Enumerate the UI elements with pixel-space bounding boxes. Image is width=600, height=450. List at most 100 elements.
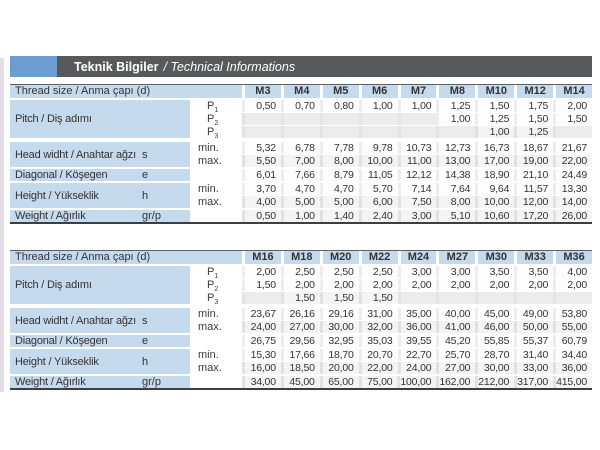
h-max-value-cell: 8,00 <box>436 196 476 208</box>
max-label: max. <box>198 155 222 167</box>
diagonal-symbol: e <box>142 169 149 181</box>
size-header-cell: M7 <box>397 85 437 98</box>
size-header-cell: M10 <box>475 85 515 98</box>
p-symbol-base: P <box>207 113 215 125</box>
weight-value-cell: 2,40 <box>358 210 398 222</box>
p1-value-cell: 1,00 <box>397 100 437 112</box>
p3-value-cell: 1,50 <box>358 292 398 304</box>
diagonal-label-text: Diagonal / Köşegen <box>15 169 108 181</box>
h-max-value-cell: 10,00 <box>475 196 515 208</box>
pitch-label: Pitch / Diş adımı <box>10 100 190 138</box>
section-title-english: / Technical Informations <box>163 59 296 74</box>
weight-value-cell: 5,10 <box>436 210 476 222</box>
h-max-value-cell: 5,00 <box>319 196 359 208</box>
h-max-value-cell: 36,00 <box>553 362 592 374</box>
s-min-value-cell: 35,00 <box>397 308 437 320</box>
size-header-cell: M3 <box>242 85 281 98</box>
s-min-value-cell: 18,67 <box>514 142 554 154</box>
e-value-cell: 55,85 <box>475 335 515 347</box>
p2-value-cell <box>319 113 359 125</box>
height-label: Height / Yükseklik h <box>10 349 190 374</box>
s-max-value-cell: 55,00 <box>553 321 592 333</box>
p1-value-cell: 1,25 <box>436 100 476 112</box>
h-min-value-cell: 22,70 <box>397 349 437 361</box>
weight-value-cell: 65,00 <box>319 376 359 388</box>
thread-size-label: Thread size / Anma çapı (d) <box>10 85 242 98</box>
p2-value-cell <box>280 113 320 125</box>
s-max-value-cell: 11,00 <box>397 155 437 167</box>
section-header: Teknik Bilgiler / Technical Informations <box>57 56 592 77</box>
p-symbol-base: P <box>207 266 215 278</box>
s-max-value-cell: 46,00 <box>475 321 515 333</box>
p1-value-cell: 3,00 <box>436 266 476 278</box>
p1-value-cell: 2,50 <box>280 266 320 278</box>
pitch-label-text: Pitch / Diş adımı <box>15 113 92 125</box>
weight-value-cell: 1,40 <box>319 210 359 222</box>
p-symbol-index: 2 <box>214 286 219 294</box>
h-min-value-cell: 15,30 <box>242 349 281 361</box>
size-header-cell: M33 <box>514 251 554 264</box>
head_width-label-text: Head widht / Anahtar ağzı <box>15 314 136 327</box>
min-label: min. <box>198 183 219 195</box>
weight-label: Weight / Ağırlık gr/p <box>10 376 190 388</box>
weight-group: Weight / Ağırlık gr/p 34,00 45,00 65,00 75,00… <box>10 376 592 390</box>
weight-value-cell: 75,00 <box>358 376 398 388</box>
weight-symbol: gr/p <box>142 376 161 388</box>
head_width-group: Head widht / Anahtar ağzı s min. 5,32 6,78 7,… <box>10 142 592 167</box>
p3-value-cell <box>242 126 281 138</box>
diagonal-label: Diagonal / Köşegen e <box>10 335 190 347</box>
s-min-value-cell: 5,32 <box>242 142 281 154</box>
s-max-value-cell: 22,00 <box>553 155 592 167</box>
s-max-value-cell: 41,00 <box>436 321 476 333</box>
s-max-value-cell: 19,00 <box>514 155 554 167</box>
size-header-cell: M5 <box>319 85 359 98</box>
e-value-cell: 39,55 <box>397 335 437 347</box>
size-header-cell: M27 <box>436 251 476 264</box>
e-value-cell: 45,20 <box>436 335 476 347</box>
p2-value-cell: 2,00 <box>319 279 359 291</box>
pitch-group: Pitch / Diş adımı P1 0,50 0,70 0,80 1,00 1,00 1… <box>10 100 592 141</box>
thread-size-row: Thread size / Anma çapı (d) M16 M18 M20 M22 M… <box>10 250 592 264</box>
e-value-cell: 6,01 <box>242 169 281 181</box>
p-symbol-index: 3 <box>214 133 219 141</box>
e-value-cell: 21,10 <box>514 169 554 181</box>
p-symbol-index: 2 <box>214 120 219 128</box>
s-max-value-cell: 24,00 <box>242 321 281 333</box>
p3-value-cell <box>358 126 398 138</box>
p2-value-cell: 1,50 <box>242 279 281 291</box>
weight-value-cell: 17,20 <box>514 210 554 222</box>
p3-value-cell: 1,25 <box>514 126 554 138</box>
size-header-cell: M20 <box>319 251 359 264</box>
p-symbol-index: 1 <box>214 273 219 281</box>
s-min-value-cell: 9,78 <box>358 142 398 154</box>
p1-value-cell: 1,50 <box>475 100 515 112</box>
weight-value-cell: 317,00 <box>514 376 554 388</box>
size-header-cell: M4 <box>280 85 320 98</box>
p3-value-cell: 1,00 <box>475 126 515 138</box>
h-max-value-cell: 4,00 <box>242 196 281 208</box>
max-label: max. <box>198 362 222 374</box>
spec-table-m16-m36: Thread size / Anma çapı (d) M16 M18 M20 M22 M… <box>10 250 592 390</box>
head_width-symbol: s <box>142 314 148 327</box>
e-value-cell: 14,38 <box>436 169 476 181</box>
e-value-cell: 29,56 <box>280 335 320 347</box>
h-max-value-cell: 7,50 <box>397 196 437 208</box>
diagonal-label: Diagonal / Köşegen e <box>10 169 190 181</box>
p2-value-cell: 1,25 <box>475 113 515 125</box>
p-symbol-index: 1 <box>214 107 219 115</box>
size-header-cell: M18 <box>280 251 320 264</box>
weight-value-cell: 162,00 <box>436 376 476 388</box>
p1-value-cell: 1,00 <box>358 100 398 112</box>
s-max-value-cell: 10,00 <box>358 155 398 167</box>
s-max-value-cell: 13,00 <box>436 155 476 167</box>
head_width-symbol: s <box>142 148 148 161</box>
h-max-value-cell: 24,00 <box>397 362 437 374</box>
s-min-value-cell: 16,73 <box>475 142 515 154</box>
h-min-value-cell: 17,66 <box>280 349 320 361</box>
p1-value-cell: 2,50 <box>319 266 359 278</box>
head_width-label: Head widht / Anahtar ağzı s <box>10 308 190 333</box>
h-min-value-cell: 11,57 <box>514 183 554 195</box>
e-value-cell: 32,95 <box>319 335 359 347</box>
p1-value-cell: 0,80 <box>319 100 359 112</box>
weight-value-cell: 26,00 <box>553 210 592 222</box>
